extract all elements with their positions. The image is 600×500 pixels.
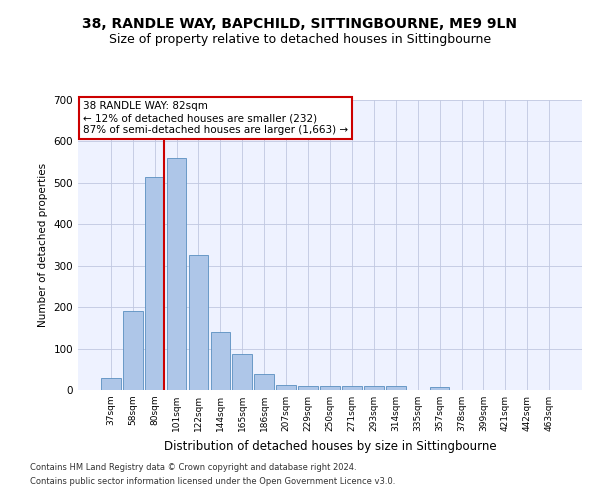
- Bar: [430, 387, 449, 390]
- Bar: [167, 158, 187, 390]
- Text: Size of property relative to detached houses in Sittingbourne: Size of property relative to detached ho…: [109, 32, 491, 46]
- Bar: [276, 384, 296, 390]
- Text: Contains public sector information licensed under the Open Government Licence v3: Contains public sector information licen…: [30, 477, 395, 486]
- Bar: [298, 386, 318, 390]
- Bar: [211, 332, 230, 390]
- Bar: [232, 354, 252, 390]
- Bar: [320, 386, 340, 390]
- Y-axis label: Number of detached properties: Number of detached properties: [38, 163, 48, 327]
- Bar: [188, 256, 208, 390]
- X-axis label: Distribution of detached houses by size in Sittingbourne: Distribution of detached houses by size …: [164, 440, 496, 452]
- Bar: [123, 312, 143, 390]
- Bar: [254, 374, 274, 390]
- Bar: [364, 386, 384, 390]
- Bar: [101, 378, 121, 390]
- Bar: [386, 386, 406, 390]
- Bar: [342, 386, 362, 390]
- Bar: [145, 176, 164, 390]
- Text: 38, RANDLE WAY, BAPCHILD, SITTINGBOURNE, ME9 9LN: 38, RANDLE WAY, BAPCHILD, SITTINGBOURNE,…: [83, 18, 517, 32]
- Text: Contains HM Land Registry data © Crown copyright and database right 2024.: Contains HM Land Registry data © Crown c…: [30, 464, 356, 472]
- Text: 38 RANDLE WAY: 82sqm
← 12% of detached houses are smaller (232)
87% of semi-deta: 38 RANDLE WAY: 82sqm ← 12% of detached h…: [83, 102, 348, 134]
